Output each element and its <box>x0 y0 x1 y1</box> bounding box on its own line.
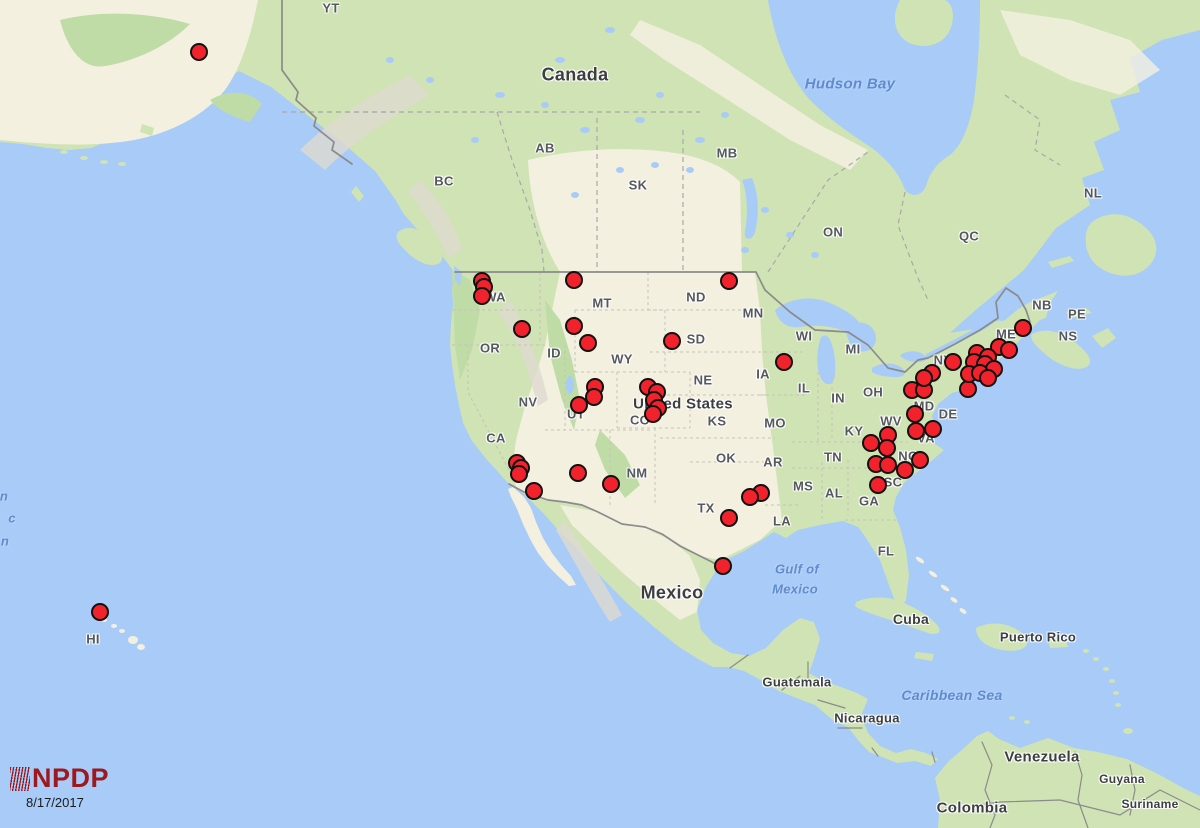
npdp-flag-icon <box>10 766 30 791</box>
npdp-logo: NPDP 8/17/2017 <box>10 765 109 810</box>
map-date: 8/17/2017 <box>26 795 84 810</box>
npdp-logo-text: NPDP <box>32 763 110 793</box>
